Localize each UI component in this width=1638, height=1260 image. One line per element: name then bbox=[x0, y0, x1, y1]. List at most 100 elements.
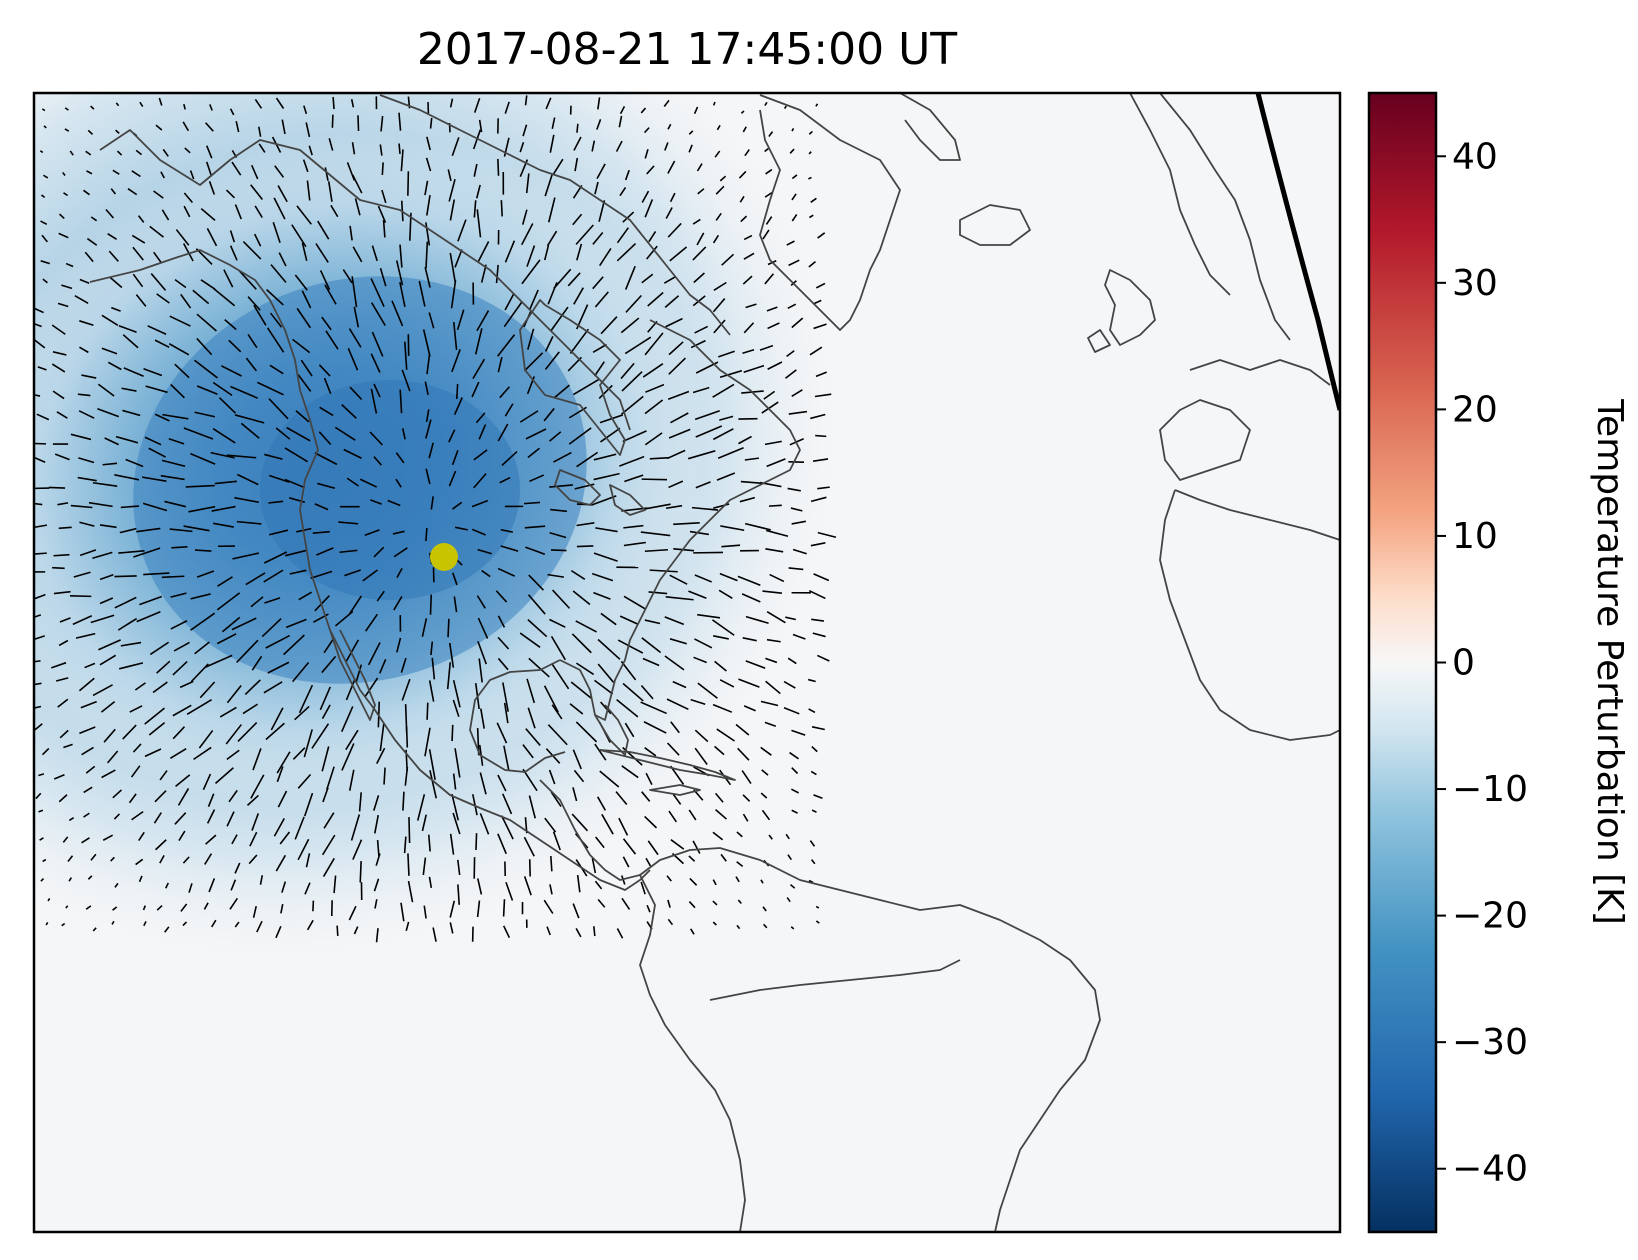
wind-vector bbox=[523, 876, 532, 896]
wind-vector bbox=[525, 546, 546, 556]
wind-vector bbox=[669, 192, 676, 203]
wind-vector bbox=[34, 660, 41, 663]
wind-vector bbox=[813, 299, 822, 305]
wind-vector bbox=[598, 384, 613, 399]
wind-vector bbox=[744, 522, 771, 531]
wind-vector bbox=[479, 708, 486, 729]
wind-vector bbox=[523, 501, 541, 505]
wind-vector bbox=[58, 526, 72, 530]
wind-vector bbox=[231, 161, 242, 176]
wind-vector bbox=[257, 381, 284, 396]
wind-vector bbox=[377, 205, 387, 223]
wind-vector bbox=[471, 794, 478, 816]
wind-vector bbox=[714, 660, 727, 672]
wind-vector bbox=[641, 190, 650, 203]
wind-vector bbox=[343, 448, 362, 459]
wind-vector bbox=[667, 449, 686, 460]
wind-vector bbox=[624, 169, 630, 181]
wind-vector bbox=[616, 243, 637, 262]
wind-vector bbox=[791, 729, 806, 736]
wind-vector bbox=[596, 163, 606, 179]
wind-vector bbox=[351, 174, 363, 194]
wind-vector bbox=[768, 504, 782, 507]
wind-vector bbox=[791, 809, 798, 814]
wind-vector bbox=[284, 549, 308, 557]
wind-vector bbox=[269, 364, 284, 375]
wind-vector bbox=[40, 194, 46, 199]
wind-vector bbox=[528, 657, 550, 678]
wind-vector bbox=[712, 921, 717, 926]
wind-vector bbox=[737, 747, 750, 761]
wind-vector bbox=[168, 438, 185, 445]
wind-vector bbox=[694, 574, 712, 583]
wind-vector bbox=[457, 219, 467, 242]
wind-vector bbox=[40, 878, 45, 882]
wind-vector bbox=[170, 592, 187, 598]
wind-vector bbox=[131, 170, 141, 178]
wind-vector bbox=[553, 451, 572, 463]
wind-vector bbox=[277, 790, 288, 808]
wind-vector bbox=[714, 745, 725, 756]
wind-vector bbox=[339, 549, 358, 554]
wind-vector bbox=[400, 902, 405, 922]
wind-vector bbox=[247, 296, 261, 311]
wind-vector bbox=[521, 209, 528, 225]
wind-vector bbox=[715, 185, 725, 195]
wind-vector bbox=[52, 351, 67, 356]
wind-vector bbox=[601, 813, 614, 835]
wind-vector bbox=[451, 449, 459, 466]
wind-vector bbox=[59, 729, 69, 739]
wind-vector bbox=[57, 302, 69, 308]
wind-vector bbox=[295, 410, 310, 423]
wind-vector bbox=[259, 875, 264, 885]
wind-vector bbox=[553, 268, 572, 289]
wind-vector bbox=[764, 440, 782, 446]
wind-vector bbox=[712, 383, 735, 398]
wind-vector bbox=[225, 189, 236, 199]
wind-vector bbox=[572, 590, 591, 606]
wind-vector bbox=[766, 610, 786, 624]
wind-vector bbox=[764, 101, 768, 106]
wind-vector bbox=[114, 474, 140, 481]
wind-vector bbox=[815, 434, 827, 438]
wind-vector bbox=[354, 198, 361, 216]
wind-vector bbox=[79, 521, 95, 527]
wind-vector bbox=[393, 547, 408, 558]
wind-vector bbox=[647, 291, 664, 307]
wind-vector bbox=[257, 126, 262, 137]
wind-vector bbox=[697, 682, 718, 699]
wind-vector bbox=[760, 746, 772, 756]
wind-vector bbox=[551, 663, 570, 690]
wind-vector bbox=[791, 127, 795, 132]
wind-vector bbox=[229, 230, 236, 243]
wind-vector bbox=[134, 682, 146, 691]
wind-vector bbox=[149, 225, 164, 238]
wind-vector bbox=[156, 660, 171, 674]
wind-vector bbox=[521, 223, 534, 246]
wind-vector bbox=[352, 839, 363, 860]
wind-vector bbox=[405, 726, 409, 748]
wind-vector bbox=[575, 721, 598, 743]
wind-vector bbox=[644, 548, 668, 553]
wind-vector bbox=[289, 569, 307, 575]
wind-vector bbox=[79, 549, 97, 557]
wind-vector bbox=[551, 589, 571, 609]
wind-vector bbox=[768, 131, 774, 137]
wind-vector bbox=[497, 158, 500, 176]
wind-vector bbox=[177, 788, 190, 806]
wind-vector bbox=[40, 260, 51, 265]
wind-vector bbox=[549, 884, 553, 895]
wind-vector bbox=[292, 662, 310, 683]
wind-vector bbox=[624, 265, 636, 290]
wind-vector bbox=[92, 551, 113, 559]
wind-vector bbox=[161, 209, 170, 221]
wind-vector bbox=[250, 164, 259, 180]
wind-vector bbox=[211, 919, 217, 928]
wind-vector bbox=[135, 149, 143, 156]
wind-vector bbox=[58, 232, 69, 239]
wind-vector bbox=[449, 98, 454, 108]
wind-vector bbox=[86, 237, 98, 246]
wind-vector bbox=[622, 211, 635, 223]
wind-vector bbox=[647, 840, 659, 856]
